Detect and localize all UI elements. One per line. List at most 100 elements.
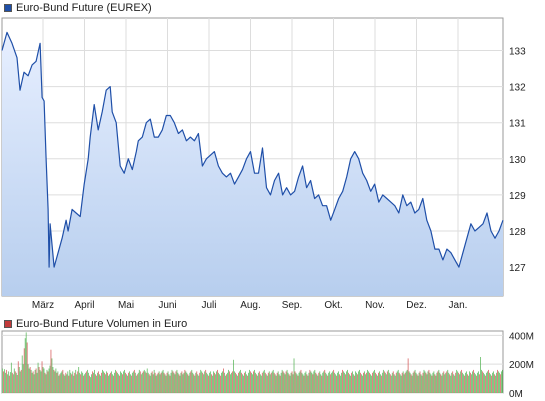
volume-bar [81, 371, 83, 393]
volume-bar [247, 375, 248, 393]
volume-bar [279, 375, 281, 393]
volume-bar [106, 371, 107, 393]
volume-bar [180, 372, 182, 393]
volume-bar [208, 375, 210, 393]
volume-bar [67, 371, 69, 393]
volume-bar [170, 372, 172, 393]
volume-bar [383, 371, 385, 393]
volume-bar [210, 371, 212, 393]
volume-bar [8, 375, 10, 393]
volume-bar [90, 377, 91, 393]
volume-bar [495, 375, 496, 393]
volume-bar [394, 375, 396, 393]
volume-bar [213, 371, 214, 393]
volume-bar [215, 374, 216, 393]
volume-bar [130, 375, 132, 393]
volume-bar [165, 375, 167, 393]
volume-bar [253, 369, 255, 393]
volume-bar [430, 374, 432, 393]
volume-bar [98, 371, 99, 393]
volume-bar [419, 371, 421, 393]
volume-bar [502, 369, 503, 393]
volume-bar [114, 372, 115, 393]
volume-bar [43, 368, 45, 393]
volume-bar [159, 374, 161, 393]
volume-bar [290, 372, 292, 393]
volume-bar [164, 374, 166, 393]
volume-bar [460, 371, 462, 393]
volume-bar [95, 374, 96, 393]
volume-bar [263, 369, 265, 393]
volume-bar [357, 374, 358, 393]
volume-bar [51, 358, 53, 393]
volume-bar [182, 374, 184, 393]
volume-bar [62, 369, 64, 393]
volume-bar [423, 369, 425, 393]
volume-bar [202, 372, 204, 393]
volume-bar [145, 372, 147, 393]
volume-bar [60, 372, 62, 393]
volume-bar [89, 375, 90, 393]
volume-bar [501, 371, 502, 393]
volume-bar [171, 369, 173, 393]
volume-bar [172, 371, 174, 393]
volume-bar [294, 371, 296, 393]
volume-bar [198, 375, 200, 393]
volume-bar [393, 374, 395, 393]
volume-bar [66, 374, 68, 393]
volume-bar [398, 372, 400, 393]
volume-bar [111, 371, 112, 393]
volume-bar [79, 372, 81, 393]
volume-bar [83, 375, 85, 393]
volume-bar [336, 375, 338, 393]
volume-bar [378, 371, 380, 393]
volume-bar [366, 372, 367, 393]
volume-bar [131, 372, 133, 393]
volume-bar [53, 369, 55, 393]
volume-bar [241, 372, 242, 393]
volume-bar [57, 371, 59, 393]
volume-bar [25, 332, 27, 393]
volume-bar [367, 369, 368, 393]
volume-bar [265, 374, 267, 393]
volume-bar [284, 374, 286, 393]
volume-bar [221, 372, 222, 393]
volume-bar [288, 374, 290, 393]
price-x-tick-label: Aug. [240, 300, 261, 311]
volume-bar [353, 374, 354, 393]
volume-bar [418, 372, 420, 393]
volume-bar [491, 375, 492, 393]
volume-bar [76, 374, 78, 393]
volume-bar [108, 375, 109, 393]
volume-bar [140, 374, 142, 393]
volume-bar [427, 371, 429, 393]
volume-bar [391, 372, 393, 393]
volume-bar [32, 371, 34, 393]
volume-bar [395, 372, 397, 393]
price-x-tick-label: Mai [118, 300, 134, 311]
volume-bar [467, 374, 468, 393]
volume-bar [214, 372, 215, 393]
volume-bar [322, 372, 324, 393]
volume-bar [40, 371, 42, 393]
volume-bar [352, 371, 353, 393]
volume-bar [118, 374, 119, 393]
volume-bar [181, 371, 183, 393]
volume-bar [30, 369, 32, 393]
volume-bar [2, 371, 4, 393]
volume-bar [280, 372, 282, 393]
volume-bar [116, 371, 117, 393]
volume-bar [84, 374, 86, 393]
price-x-tick-label: März [32, 300, 54, 311]
volume-bar [58, 375, 60, 393]
volume-bar [469, 371, 470, 393]
volume-bar [168, 374, 170, 393]
volume-bar [93, 372, 94, 393]
volume-bar [438, 369, 440, 393]
volume-bar [255, 374, 257, 393]
volume-bar [347, 369, 348, 393]
volume-bar [206, 372, 208, 393]
volume-bar [102, 369, 103, 393]
volume-bar [166, 372, 168, 393]
volume-bar [27, 364, 29, 393]
